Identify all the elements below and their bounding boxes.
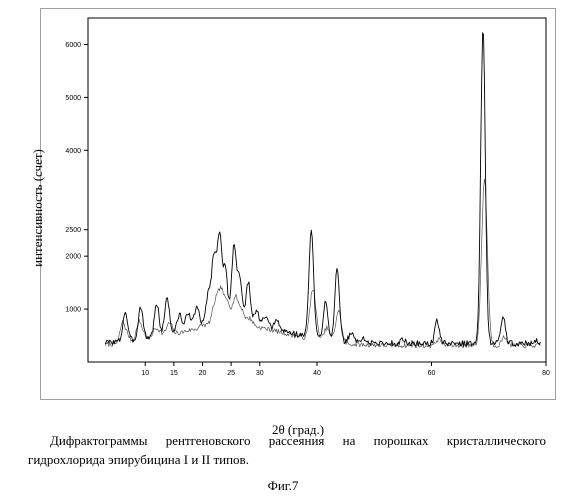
svg-text:4000: 4000 [65,148,81,155]
svg-text:15: 15 [170,370,178,377]
svg-text:20: 20 [199,370,207,377]
y-axis-label: интенсивность (счет) [30,149,46,267]
svg-text:2500: 2500 [65,227,81,234]
svg-text:25: 25 [227,370,235,377]
figure-caption: Дифрактограммы рентгеновского рассеяния … [28,432,546,470]
svg-text:40: 40 [313,370,321,377]
svg-text:60: 60 [428,370,436,377]
xrd-chart: интенсивность (счет) 1000200025004000500… [40,8,556,400]
svg-text:80: 80 [542,370,550,377]
figure-label: Фиг.7 [0,478,566,494]
svg-text:5000: 5000 [65,95,81,102]
svg-text:2000: 2000 [65,254,81,261]
svg-text:30: 30 [256,370,264,377]
svg-text:10: 10 [141,370,149,377]
svg-text:1000: 1000 [65,307,81,314]
svg-text:6000: 6000 [65,42,81,49]
